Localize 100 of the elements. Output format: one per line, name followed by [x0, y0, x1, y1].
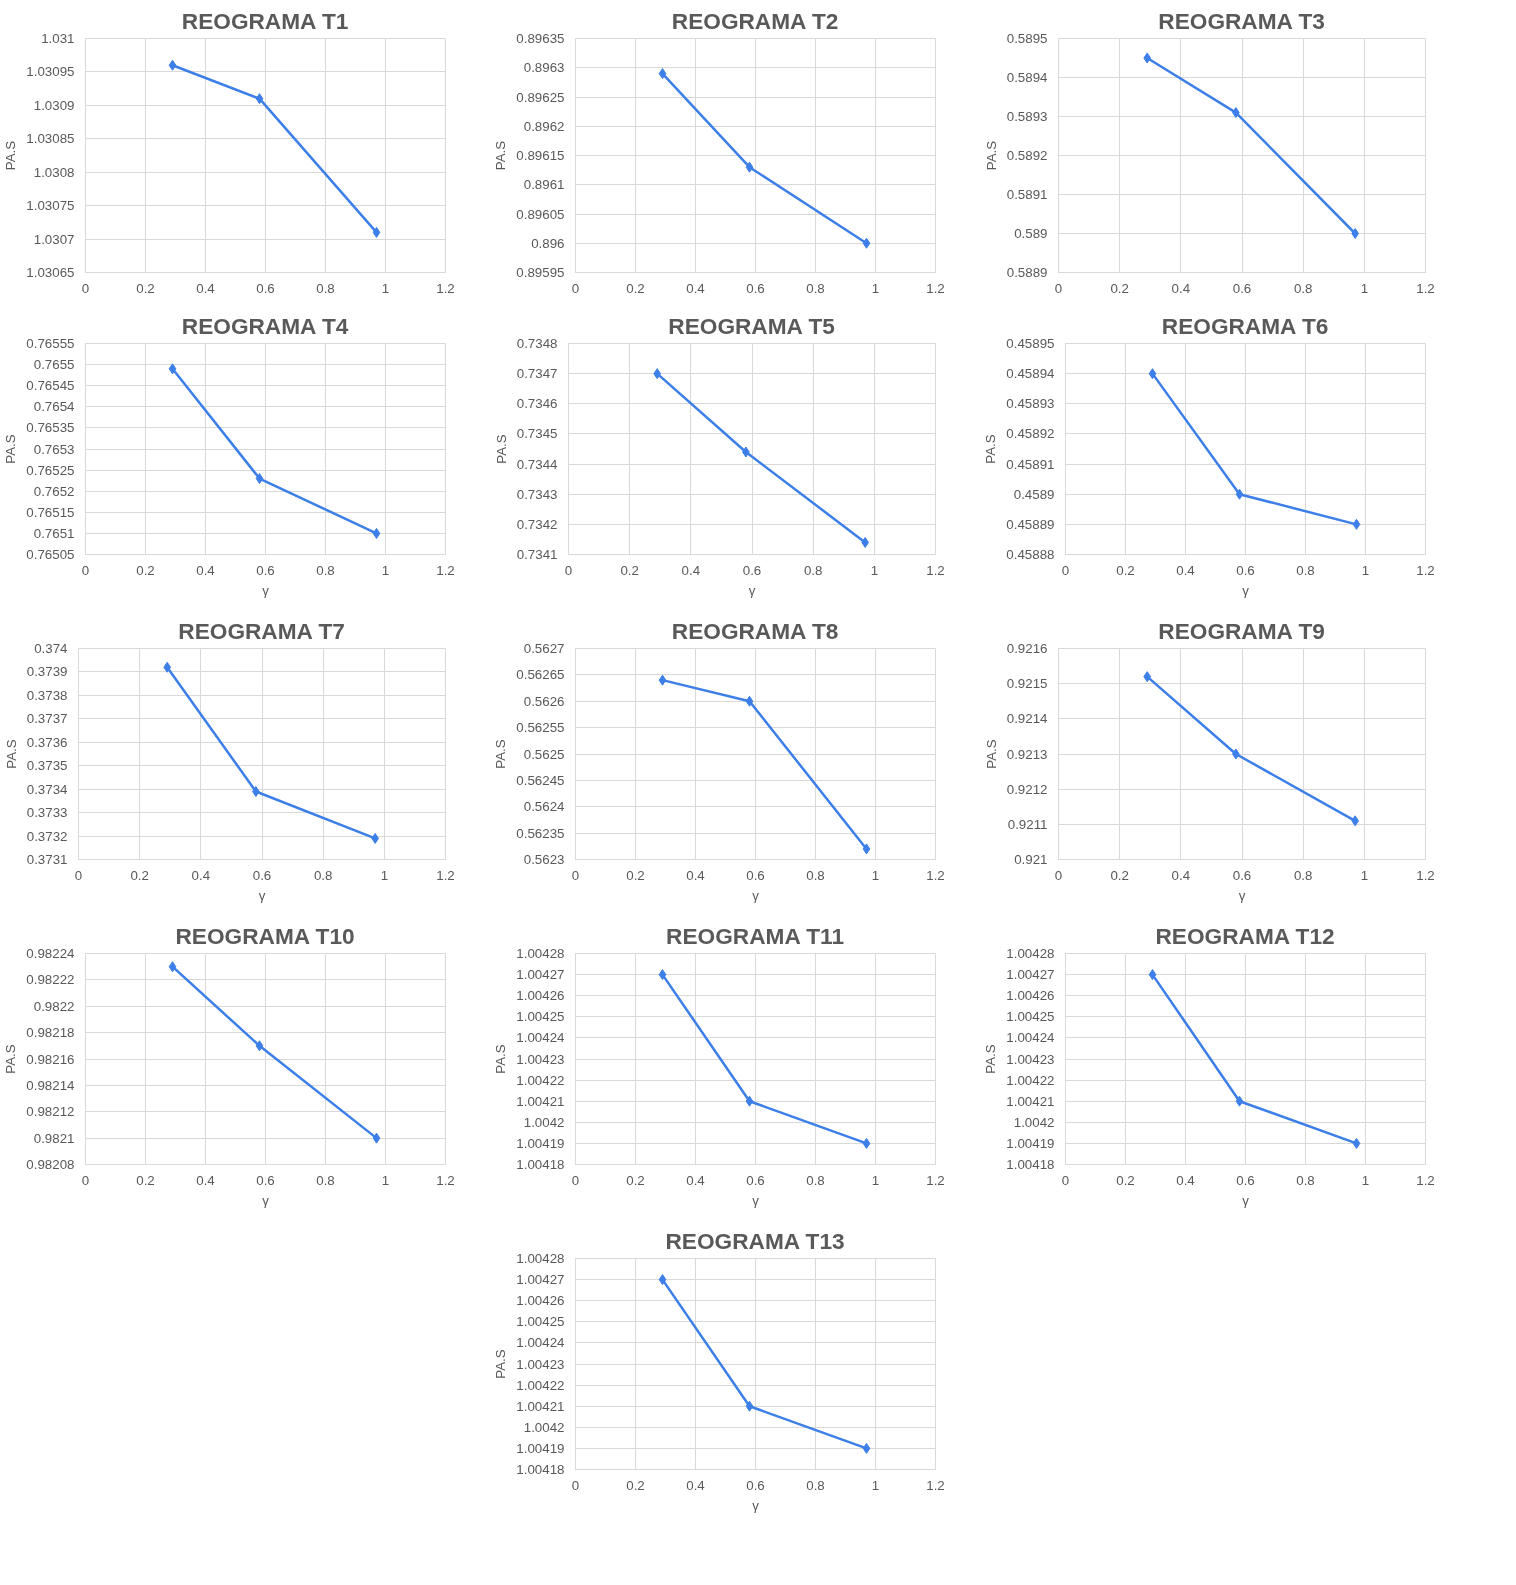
y-tick-label: 1.00421: [516, 1398, 565, 1414]
y-tick-label: 0.7342: [516, 516, 558, 532]
y-tick-label: 0.5623: [523, 852, 565, 867]
x-tick-label: 0.4: [196, 1172, 216, 1188]
y-tick-label: 1.00422: [516, 1377, 565, 1393]
point: [255, 1040, 264, 1052]
y-tick-label: 1.00419: [516, 1440, 565, 1456]
y-axis-title: PA.S: [983, 140, 999, 171]
y-tick-label: 0.98222: [26, 972, 75, 988]
x-tick-label: 1.2: [926, 1172, 945, 1188]
y-tick-label: 1.03075: [26, 198, 75, 214]
x-tick-label: 0.6: [1236, 1172, 1255, 1188]
y-tick-label: 1.00421: [516, 1093, 565, 1109]
y-tick-label: 1.00423: [516, 1051, 565, 1067]
y-tick-label: 1.00427: [516, 1272, 565, 1288]
y-tick-label: 0.56245: [516, 772, 565, 788]
x-tick-label: 0.2: [130, 867, 149, 883]
y-tick-label: 0.5889: [1006, 265, 1048, 280]
chart-title: REOGRAMA T3: [1158, 7, 1325, 34]
y-axis-title: PA.S: [3, 434, 19, 464]
y-tick-label: 0.45888: [1006, 547, 1055, 562]
point: [1351, 228, 1359, 239]
y-tick-label: 0.56265: [516, 667, 565, 683]
y-axis-title: PA.S: [983, 739, 999, 769]
x-tick-label: 1.2: [1416, 867, 1435, 883]
y-tick-label: 1.00426: [516, 1293, 565, 1309]
x-tick-label: 0.2: [1110, 280, 1129, 296]
x-tick-label: 1.2: [436, 1172, 455, 1188]
x-tick-label: 1: [1361, 1172, 1370, 1188]
y-tick-label: 0.98208: [26, 1157, 75, 1172]
y-tick-label: 1.00423: [1006, 1051, 1055, 1067]
y-tick-label: 0.9211: [1007, 816, 1048, 832]
x-tick-label: 0: [564, 562, 573, 578]
point: [255, 473, 264, 485]
y-tick-label: 0.7655: [33, 357, 75, 373]
y-tick-label: 0.7346: [516, 396, 558, 412]
x-tick-label: 0.8: [316, 562, 335, 578]
y-tick-label: 0.76555: [26, 336, 75, 351]
point: [658, 68, 667, 80]
point: [168, 961, 177, 973]
x-tick-label: 0.2: [136, 562, 155, 578]
x-tick-label: 0.6: [746, 1172, 765, 1188]
y-tick-label: 0.76545: [26, 378, 75, 394]
y-tick-label: 1.0042: [1013, 1114, 1055, 1130]
y-tick-label: 0.89625: [516, 89, 565, 105]
x-tick-label: 0: [1061, 562, 1070, 578]
y-tick-label: 0.3735: [26, 758, 68, 774]
chart-title: REOGRAMA T12: [1155, 922, 1335, 949]
y-tick-label: 0.5893: [1006, 109, 1048, 124]
x-tick-label: 0.6: [746, 867, 765, 883]
x-tick-label: 0.6: [256, 562, 275, 578]
x-tick-label: 0.6: [746, 280, 765, 296]
y-tick-label: 0.3739: [26, 664, 68, 680]
chart-title: REOGRAMA T2: [671, 7, 839, 34]
x-tick-label: 0.6: [252, 867, 272, 883]
y-tick-label: 0.589: [1014, 226, 1048, 241]
y-tick-label: 0.5895: [1006, 31, 1048, 46]
y-axis-title: PA.S: [493, 140, 509, 171]
x-tick-label: 0.8: [1296, 1172, 1315, 1188]
y-tick-label: 0.5625: [523, 746, 565, 762]
x-tick-label: 1.2: [926, 562, 945, 578]
y-tick-label: 0.89595: [516, 265, 565, 280]
y-tick-label: 0.98218: [26, 1025, 75, 1041]
x-tick-label: 0.8: [1293, 280, 1313, 296]
x-tick-label: 0.4: [1176, 1172, 1196, 1188]
x-tick-label: 1: [871, 1172, 880, 1188]
y-tick-label: 1.03085: [26, 131, 75, 147]
x-tick-label: 0: [1054, 280, 1063, 296]
x-tick-label: 0.6: [256, 280, 275, 296]
x-tick-label: 0: [571, 280, 580, 296]
y-tick-label: 1.00425: [516, 1009, 565, 1025]
y-tick-label: 1.00422: [516, 1072, 565, 1088]
x-tick-label: 1: [380, 867, 389, 883]
y-tick-label: 1.00427: [516, 967, 565, 983]
x-tick-label: 0.2: [626, 1477, 645, 1493]
y-tick-label: 1.00428: [516, 1251, 565, 1266]
x-axis-title: γ: [1242, 1192, 1250, 1208]
y-tick-label: 0.89635: [516, 31, 565, 46]
x-tick-label: 1: [1360, 280, 1369, 296]
x-axis-title: γ: [258, 887, 266, 903]
x-tick-label: 0.4: [686, 280, 706, 296]
point: [658, 674, 667, 686]
x-tick-label: 0: [74, 867, 83, 883]
x-axis-title: γ: [752, 1497, 760, 1513]
y-tick-label: 0.3733: [26, 805, 68, 821]
y-tick-label: 0.5627: [523, 641, 565, 656]
y-tick-label: 0.3737: [26, 711, 68, 727]
y-tick-label: 1.00425: [516, 1314, 565, 1330]
y-tick-label: 1.00423: [516, 1356, 565, 1372]
y-tick-label: 0.76515: [26, 504, 75, 520]
chart-title: REOGRAMA T11: [666, 922, 845, 949]
y-tick-label: 1.00426: [1006, 988, 1055, 1004]
y-tick-label: 0.9822: [33, 998, 75, 1014]
x-tick-label: 0: [81, 280, 90, 296]
y-tick-label: 0.9214: [1006, 711, 1049, 727]
x-tick-label: 0.6: [1232, 280, 1252, 296]
y-axis-title: PA.S: [493, 1044, 509, 1074]
y-tick-label: 0.8962: [523, 118, 565, 134]
y-axis-title: PA.S: [493, 739, 509, 769]
x-tick-label: 0.6: [1232, 867, 1252, 883]
